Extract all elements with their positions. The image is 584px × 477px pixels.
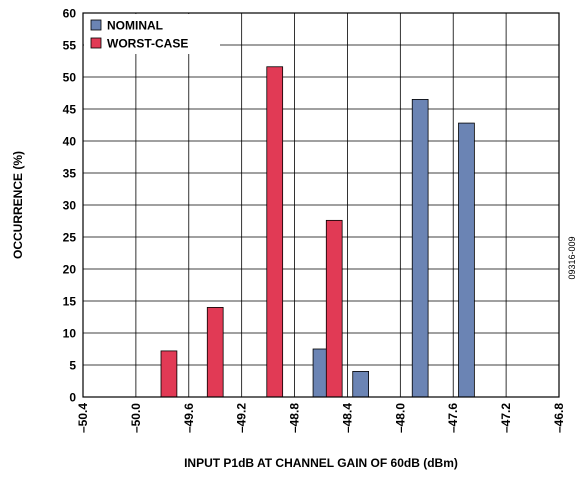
y-tick-label: 5 (69, 359, 76, 373)
bar-worst-case (325, 219, 343, 398)
x-axis-title: INPUT P1dB AT CHANNEL GAIN OF 60dB (dBm) (184, 456, 458, 470)
y-tick-label: 15 (63, 295, 77, 309)
bar-worst-case (160, 350, 178, 398)
grid (83, 13, 559, 397)
y-tick-label: 50 (63, 71, 77, 85)
x-tick-label: –48.8 (288, 403, 302, 433)
y-tick-label: 60 (63, 7, 77, 21)
bar-nominal (411, 99, 429, 398)
legend-label-nominal: NOMINAL (107, 19, 163, 33)
y-tick-label: 45 (63, 103, 77, 117)
x-tick-label: –49.2 (235, 403, 249, 433)
y-tick-label: 35 (63, 167, 77, 181)
x-tick-label: –50.0 (129, 403, 143, 433)
y-tick-label: 25 (63, 231, 77, 245)
legend-swatch-worst-case (90, 37, 102, 49)
bars (160, 66, 475, 398)
x-tick-label: –47.6 (446, 403, 460, 433)
x-tick-label: –49.6 (182, 403, 196, 433)
x-tick-label: –50.4 (76, 403, 90, 433)
x-tick-labels: –50.4 –50.0 –49.6 –49.2 –48.8 –48.4 –48.0 –47.6… (76, 403, 566, 433)
y-tick-label: 55 (63, 39, 77, 53)
legend: NOMINAL WORST-CASE (84, 14, 220, 54)
plot-frame (82, 12, 560, 398)
legend-swatch-nominal (90, 19, 102, 31)
legend-label-worst-case: WORST-CASE (107, 37, 188, 51)
y-tick-label: 30 (63, 199, 77, 213)
legend-background (84, 14, 220, 54)
figure-id: 09316-009 (567, 236, 577, 279)
y-tick-label: 20 (63, 263, 77, 277)
bar-worst-case (206, 306, 224, 398)
y-tick-labels: 0 5 10 15 20 25 30 35 40 45 50 55 60 (63, 7, 77, 405)
x-tick-label: –46.8 (552, 403, 566, 433)
y-tick-label: 10 (63, 327, 77, 341)
y-tick-label: 40 (63, 135, 77, 149)
bar-nominal (458, 122, 475, 398)
x-tick-label: –48.4 (340, 403, 354, 433)
x-tick-label: –48.0 (393, 403, 407, 433)
y-axis-title: OCCURRENCE (%) (11, 151, 25, 259)
bar-worst-case (266, 66, 284, 398)
bar-nominal (352, 370, 370, 398)
x-tick-label: –47.2 (499, 403, 513, 433)
y-tick-label: 0 (69, 391, 76, 405)
